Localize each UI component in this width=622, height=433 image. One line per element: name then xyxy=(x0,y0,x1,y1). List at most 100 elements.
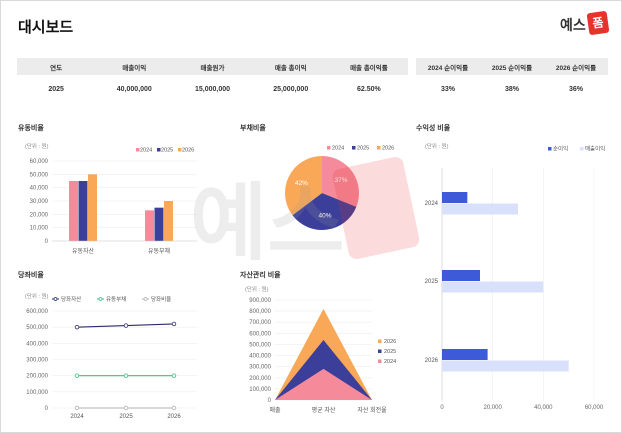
header-cell: 매출 총이익 xyxy=(274,64,307,72)
pie-slice xyxy=(285,156,322,216)
bar xyxy=(145,210,154,241)
header-cell: 2025 순이익률 xyxy=(491,64,533,72)
y-tick-label: 0 xyxy=(268,398,272,404)
y-tick-label: 60,000 xyxy=(30,159,49,165)
x-tick-label: 2025 xyxy=(119,414,133,420)
table-cell: 38% xyxy=(504,85,519,93)
x-tick-label: 2024 xyxy=(70,414,84,420)
header-cell: 매출 총이익률 xyxy=(350,64,388,72)
y-tick-label: 900,000 xyxy=(249,298,271,304)
header-cell: 연도 xyxy=(50,64,63,72)
slice-label: 37% xyxy=(335,177,348,184)
x-tick-label: 매출 xyxy=(269,406,281,414)
bar xyxy=(442,192,468,203)
bar xyxy=(442,270,480,281)
legend-swatch xyxy=(327,146,331,150)
page-title: 대시보드 xyxy=(18,19,74,36)
legend-label: 2026 xyxy=(182,148,194,154)
header-cell: 매출원가 xyxy=(200,64,225,72)
table-cell: 2025 xyxy=(48,85,64,93)
y-tick-label: 2026 xyxy=(425,358,439,364)
legend-label: 2026 xyxy=(382,146,394,152)
asset-chart-title: 자산관리 비율 xyxy=(240,272,281,279)
data-point xyxy=(74,405,80,411)
bar xyxy=(442,281,544,293)
legend-label: 당좌비율 xyxy=(151,295,171,303)
legend-label: 2025 xyxy=(357,146,369,152)
legend-label: 당좌자산 xyxy=(61,295,81,303)
y-tick-label: 400,000 xyxy=(26,341,48,347)
x-tick-label: 0 xyxy=(440,405,444,411)
y-tick-label: 50,000 xyxy=(30,172,49,178)
y-tick-label: 400,000 xyxy=(249,354,271,360)
profit-chart-title: 수익성 비율 xyxy=(416,125,451,132)
data-point xyxy=(123,323,129,328)
x-tick-label: 20,000 xyxy=(483,405,502,411)
table-cell: 62.50% xyxy=(357,85,381,93)
y-tick-label: 100,000 xyxy=(26,390,48,396)
header-cell: 2026 순이익률 xyxy=(555,64,597,72)
header-cell: 2024 순이익률 xyxy=(427,64,469,72)
legend-label: 2025 xyxy=(161,148,173,154)
y-tick-label: 700,000 xyxy=(249,320,271,326)
x-tick-label: 유동자산 xyxy=(72,247,95,255)
legend-label: 2024 xyxy=(332,146,344,152)
area-series xyxy=(275,368,372,400)
table-row: 33% 38% 36% xyxy=(416,75,608,103)
net-margin-table: 2024 순이익률 2025 순이익률 2026 순이익률 33% 38% 36… xyxy=(416,58,608,103)
slice-label: 40% xyxy=(319,213,332,220)
current-chart-title: 당좌비율 xyxy=(18,272,44,279)
legend-marker xyxy=(53,297,58,301)
x-tick-label: 40,000 xyxy=(534,405,553,411)
legend-swatch xyxy=(548,147,552,151)
y-tick-label: 10,000 xyxy=(30,226,49,232)
x-tick-label: 유동부채 xyxy=(148,247,170,255)
legend-label: 매출이익 xyxy=(585,145,605,153)
unit-label: (단위 : 원) xyxy=(245,285,269,293)
revenue-summary-table: 연도 매출이익 매출원가 매출 총이익 매출 총이익률 2025 40,000,… xyxy=(17,58,408,103)
legend-marker xyxy=(98,297,103,301)
brand-logo: 예스 폼 xyxy=(560,10,610,36)
y-tick-label: 600,000 xyxy=(249,331,271,337)
x-tick-label: 평균 자산 xyxy=(312,406,336,414)
y-tick-label: 500,000 xyxy=(26,325,48,331)
data-point xyxy=(171,373,177,378)
legend-swatch xyxy=(378,359,382,363)
legend-label: 2024 xyxy=(140,148,152,154)
table-header: 2024 순이익률 2025 순이익률 2026 순이익률 xyxy=(416,58,608,75)
pie-slice xyxy=(292,193,357,231)
data-point xyxy=(123,405,129,411)
unit-label: (단위 : 원) xyxy=(25,142,49,150)
x-tick-label: 자산 회전율 xyxy=(357,406,387,414)
x-tick-label: 60,000 xyxy=(585,405,604,411)
bar xyxy=(442,360,569,372)
legend-swatch xyxy=(378,339,382,343)
unit-label: (단위 : 원) xyxy=(25,292,49,300)
y-tick-label: 20,000 xyxy=(30,212,49,218)
table-cell: 33% xyxy=(440,85,455,93)
data-point xyxy=(74,373,80,378)
data-point xyxy=(74,324,80,330)
bar xyxy=(442,349,488,360)
y-tick-label: 600,000 xyxy=(26,309,48,315)
table-cell: 36% xyxy=(568,85,583,93)
y-tick-label: 0 xyxy=(45,239,49,245)
y-tick-label: 2025 xyxy=(425,279,439,285)
logo-text: 예스 xyxy=(560,18,586,34)
data-point xyxy=(171,405,177,411)
legend-label: 2024 xyxy=(384,359,396,365)
y-tick-label: 100,000 xyxy=(249,387,271,393)
pie-slice xyxy=(322,155,360,207)
unit-label: (단위 : 원) xyxy=(425,142,449,150)
y-tick-label: 0 xyxy=(45,406,49,412)
y-tick-label: 300,000 xyxy=(26,358,48,364)
legend-label: 유동부채 xyxy=(106,295,126,303)
bar xyxy=(78,181,88,241)
y-tick-label: 30,000 xyxy=(30,199,49,205)
header-cell: 매출이익 xyxy=(122,64,147,72)
debt-chart-title: 부채비율 xyxy=(240,125,266,132)
